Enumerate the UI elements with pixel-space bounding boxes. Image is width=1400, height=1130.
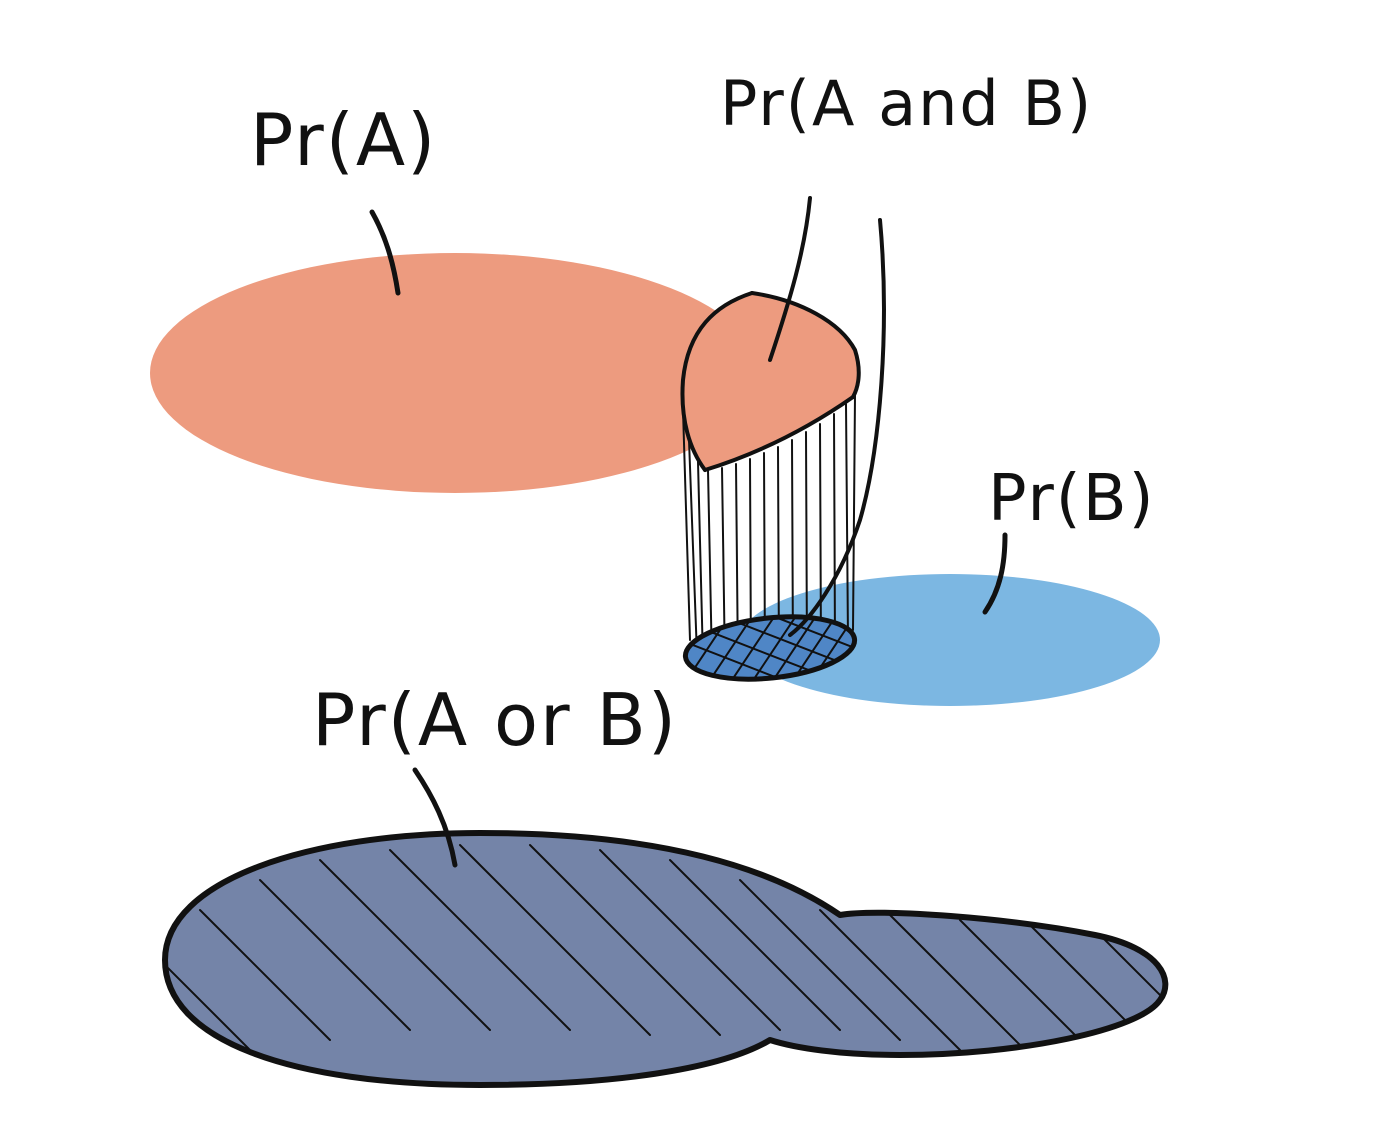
label-pr-a-and-b: Pr(A and B) (720, 67, 1093, 140)
label-pr-b: Pr(B) (988, 462, 1156, 536)
label-pr-a-or-b: Pr(A or B) (312, 678, 678, 762)
union-region (162, 830, 1169, 1088)
leader-line-b (982, 532, 1008, 615)
event-b-ellipse (740, 574, 1160, 706)
event-a-ellipse (150, 253, 760, 493)
intersection-lens (682, 293, 859, 470)
label-pr-a: Pr(A) (250, 98, 437, 182)
leader-line-a-and-b-lower (788, 218, 886, 637)
leader-line-a-or-b (412, 767, 458, 868)
leader-line-a-and-b (768, 196, 812, 362)
leader-line-a (369, 209, 401, 296)
